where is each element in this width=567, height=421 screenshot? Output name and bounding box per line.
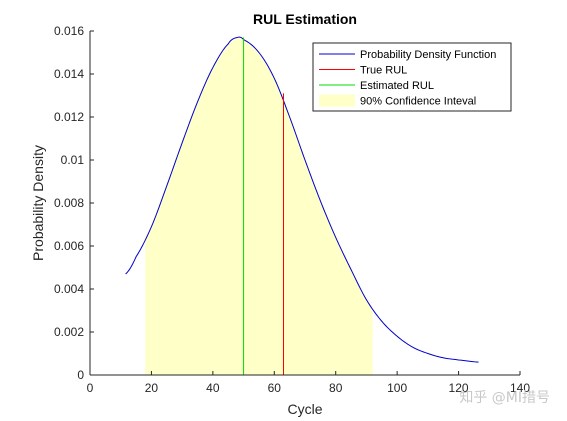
chart-title: RUL Estimation	[253, 11, 357, 27]
y-tick-label: 0.014	[54, 67, 84, 81]
confidence-interval-area	[145, 37, 373, 376]
y-axis-label: Probability Density	[30, 145, 46, 261]
x-tick-label: 100	[387, 381, 407, 395]
x-tick-label: 80	[329, 381, 343, 395]
y-ticks: 0 0.002 0.004 0.006 0.008 0.01 0.012 0.014 0.016	[54, 24, 94, 382]
y-tick-label: 0.004	[54, 282, 84, 296]
y-tick-label: 0.008	[54, 196, 84, 210]
rul-lines	[243, 37, 284, 375]
x-ticks: 0 20 40 60 80 100 120 140	[87, 371, 530, 395]
x-axis-label: Cycle	[287, 401, 322, 417]
pdf-curve	[125, 36, 479, 363]
legend-label: 90% Confidence Inteval	[360, 96, 476, 108]
x-tick-label: 120	[449, 381, 469, 395]
legend-label: Probability Density Function	[360, 49, 496, 61]
legend-label: Estimated RUL	[360, 80, 434, 92]
x-tick-label: 140	[510, 381, 530, 395]
y-tick-label: 0.016	[54, 24, 84, 38]
x-tick-label: 40	[206, 381, 220, 395]
pdf-curve-group	[125, 36, 479, 363]
y-tick-label: 0.002	[54, 325, 84, 339]
y-tick-label: 0.01	[61, 153, 85, 167]
y-tick-label: 0.012	[54, 110, 84, 124]
y-tick-label: 0	[77, 368, 84, 382]
confidence-area	[145, 37, 373, 376]
legend-swatch	[319, 94, 355, 107]
x-tick-label: 60	[268, 381, 282, 395]
x-tick-label: 20	[145, 381, 159, 395]
y-tick-label: 0.006	[54, 239, 84, 253]
watermark: 知乎 @MI措号	[459, 389, 550, 406]
x-tick-label: 0	[87, 381, 94, 395]
legend-label: True RUL	[360, 65, 407, 77]
legend: Probability Density Function True RUL Esti…	[312, 42, 512, 112]
